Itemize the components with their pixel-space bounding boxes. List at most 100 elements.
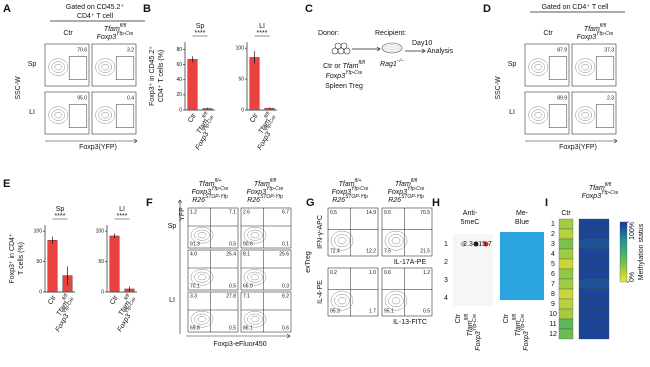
gene-name: Tfam [254,181,270,188]
cell-icon [337,47,345,55]
superscript: fl/fl [201,110,210,119]
flow-plot [381,267,433,317]
time-arrow [405,48,426,54]
y-tick-label: 40 [176,77,182,83]
superscript: fl/fl [359,60,366,66]
quadrant-value: 21.5 [420,249,430,255]
heatmap-cell [578,278,610,290]
superscript: fl/fl [512,313,518,320]
gene-name: Tfam [467,320,474,336]
bar [47,240,58,293]
axis-title: T cells (%) [18,242,25,275]
blot-title: 5meC [461,219,480,226]
gate [595,56,615,80]
gene-name: R26 [192,197,205,204]
contour [197,274,207,281]
quadrant-value: 8.1 [243,251,250,257]
significance: **** [117,213,128,220]
cell-icon [343,47,351,55]
gate-title: CD4⁺ T cell [77,13,114,20]
panel-label: F [146,197,153,209]
row-label: Sp [508,61,517,68]
gene-name: Foxp3 [97,34,117,41]
axis-title: Foxp3(YFP) [79,144,117,151]
panel-label: E [3,178,10,190]
quadrant-value: 0.5 [384,210,391,216]
gene-name: R26 [388,197,401,204]
superscript: fl/fl [411,178,418,184]
superscript: STOP-Yfp [345,194,368,200]
gate-value: 87.9 [557,47,567,53]
genotype-label: Foxp3Yfp-Cre [247,186,284,196]
label: Ctr [187,112,198,124]
gate-value: 3.2 [127,47,134,53]
genotype-label: Foxp3Yfp-Cre [326,70,363,80]
blot-title: Blue [515,219,529,226]
heatmap-cell [578,318,610,330]
heatmap-cell [558,278,574,290]
plot-title: LI [259,23,265,30]
quadrant-value: 0.3 [282,283,289,289]
axis-title: IL-13-FITC [393,319,427,326]
row-label: LI [169,297,175,304]
quadrant-value: 66.0 [243,283,253,289]
label: Ctr [503,313,510,323]
heatmap-cell [578,258,610,270]
gene-name: Tfam [589,185,605,192]
heatmap-cell [578,248,610,260]
quadrant-value: 0.6 [282,325,289,331]
row-label: Sp [168,223,177,230]
axis-title: IL-17A-PE [394,259,427,266]
contour [190,268,214,286]
contour [197,316,207,323]
gene-name: Tfam [515,320,522,336]
row-label: 11 [549,321,556,328]
cell-icon [340,42,348,50]
genotype-label: Tfamfl/+ [339,178,362,188]
legend-title: Methylation status [638,223,645,280]
plot-title: LI [119,206,125,213]
quadrant-value: 2.6 [243,209,250,215]
gene-name: Tfam [199,181,215,188]
panel-label: I [545,197,548,209]
genotype-label: Tfamfl/fl [512,313,522,336]
gene-name: Foxp3 [475,331,482,351]
contour [581,63,589,71]
quadrant-value: 0.5 [229,283,236,289]
superscript: STOP-Yfp [401,194,424,200]
genotype-label: R26STOP-Yfp [332,194,368,204]
y-tick-label: 0 [101,289,104,295]
label: Ctr [109,294,120,306]
heatmap-cell [558,268,574,280]
row-label: 9 [551,301,555,308]
quadrant-value: 70.5 [420,210,430,216]
quadrant-value: 70.1 [190,283,200,289]
gate [115,104,135,128]
quadrant-value: 1.2 [190,209,197,215]
heatmap-cell [558,218,574,230]
quadrant-value: 25.4 [226,251,236,257]
gate [548,56,568,80]
y-tick-label: 20 [176,92,182,98]
quadrant-value: 6.2 [282,293,289,299]
quadrant-value: 14.9 [366,210,376,216]
heatmap-cell [578,268,610,280]
genotype-label: Tfamfl/fl [104,23,127,33]
heatmap-cell [558,328,574,340]
superscript: Yfp-Cre [596,31,613,37]
gene-name: Foxp3 [582,193,602,200]
label: Spleen Treg [325,83,363,90]
heatmap-cell [558,248,574,260]
mouse-icon [381,42,403,54]
genotype-label: Foxp3Yfp-Cre [97,31,134,41]
genotype-label: Foxp3Yfp-Cre [577,31,614,41]
quadrant-value: 0.5 [229,325,236,331]
quadrant-value: 0.2 [330,270,337,276]
superscript: Yfp-Cre [266,186,283,192]
significance: **** [195,30,206,37]
flow-plot [327,267,379,317]
heatmap-cell [558,298,574,310]
heatmap-cell [578,228,610,240]
genotype-label: Foxp3Yfp-Cre [388,186,425,196]
